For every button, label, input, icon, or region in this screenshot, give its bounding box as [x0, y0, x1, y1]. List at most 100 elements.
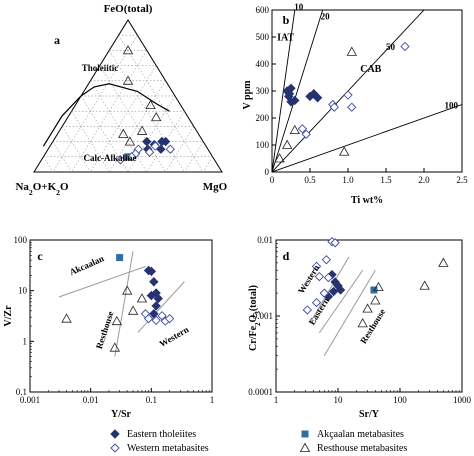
- resthouse-point: [136, 125, 148, 135]
- western-point: [115, 155, 126, 165]
- resthouse-point: [145, 99, 156, 110]
- eastern-point: [286, 83, 296, 94]
- western-point: [347, 102, 357, 112]
- field-label-western: Western: [158, 324, 191, 349]
- western-point: [314, 271, 324, 282]
- resthouse-point: [151, 111, 162, 122]
- eastern-point: [153, 293, 163, 304]
- x-tick-label: 10: [334, 395, 344, 405]
- discrimination-line: [114, 251, 134, 357]
- resthouse-point: [357, 318, 368, 328]
- resthouse-point: [111, 315, 123, 326]
- western-point: [127, 152, 137, 162]
- western-point: [297, 124, 308, 134]
- ternary-grid-line: [118, 35, 204, 173]
- y-tick-label: 0.01: [257, 235, 273, 245]
- ternary-grid-line: [108, 80, 166, 173]
- y-axis-label: V ppm: [242, 80, 253, 110]
- western-point: [302, 305, 312, 315]
- x-tick-label: 0.01: [83, 395, 99, 405]
- ratio-line-label: 10: [294, 2, 304, 12]
- legend-label-eastern: Eastern tholeiites: [127, 429, 196, 440]
- vertex-label-top: FeO(total): [104, 3, 153, 15]
- y-tick-label: 100: [14, 235, 28, 245]
- eastern-point: [312, 93, 323, 103]
- x-axis-label: Y/Sr: [111, 409, 132, 420]
- ti-v-ratio-line-100: [272, 104, 462, 172]
- y-tick-label: 0: [265, 167, 270, 177]
- eastern-point: [149, 309, 159, 319]
- ternary-grid-line: [52, 35, 138, 173]
- y-tick-label: 0.1: [16, 387, 27, 397]
- panel-label-d: d: [283, 249, 290, 263]
- western-point: [400, 41, 410, 52]
- resthouse-point: [109, 342, 120, 352]
- x-tick-label: 1: [210, 395, 215, 405]
- y-tick-label: 200: [256, 113, 270, 123]
- x-tick-label: 1.0: [342, 175, 354, 185]
- legend-marker-western: [110, 443, 120, 453]
- western-point: [164, 314, 175, 324]
- resthouse-point: [136, 293, 148, 303]
- resthouse-point: [118, 128, 129, 138]
- western-point: [321, 255, 332, 265]
- western-point: [343, 90, 353, 100]
- western-point: [311, 261, 322, 271]
- eastern-point: [149, 277, 159, 287]
- x-tick-label: 2.5: [456, 175, 468, 185]
- eastern-point: [335, 285, 346, 295]
- x-tick-label: 0: [270, 175, 275, 185]
- x-tick-label: 0.001: [20, 395, 40, 405]
- ternary-grid-line: [202, 156, 213, 173]
- plot-frame-c: [29, 239, 213, 393]
- resthouse-point: [438, 257, 449, 267]
- western-point: [157, 311, 167, 321]
- legend-label-resthouse: Resthouse metabasites: [317, 443, 407, 454]
- western-point: [144, 147, 155, 157]
- field-label-tholeiitic: Tholeiitic: [82, 63, 119, 73]
- ternary-grid-line: [127, 95, 176, 173]
- field-label-resthouse: Resthouse: [94, 310, 116, 350]
- resthouse-point: [274, 153, 285, 163]
- eastern-point: [142, 136, 152, 147]
- resthouse-point: [282, 139, 293, 149]
- western-point: [329, 102, 339, 112]
- western-point: [319, 288, 329, 298]
- y-tick-label: 0.001: [253, 311, 273, 321]
- legend-marker-eastern: [110, 429, 120, 439]
- western-point: [311, 297, 322, 308]
- eastern-point: [290, 95, 300, 106]
- resthouse-point: [124, 136, 136, 146]
- resthouse-point: [127, 305, 139, 315]
- eastern-point: [146, 266, 157, 277]
- discrimination-line: [309, 256, 350, 324]
- x-axis-label: Sr/Y: [359, 409, 380, 420]
- field-label-resthouse: Resthouse: [358, 307, 387, 345]
- ternary-grid-line: [43, 156, 54, 173]
- vertex-label-left: Na2O+K2O: [15, 181, 69, 197]
- x-tick-label: 0.1: [146, 395, 157, 405]
- western-point: [323, 272, 334, 283]
- legend-marker-resthouse: [299, 442, 311, 452]
- western-point: [151, 315, 161, 325]
- ternary-grid-line: [52, 141, 72, 173]
- y-axis-label: Cr/Fe2O3(total): [248, 285, 262, 351]
- resthouse-point: [61, 313, 72, 323]
- ti-v-ratio-line-20: [272, 10, 324, 172]
- x-tick-label: 1.5: [380, 175, 392, 185]
- legend-marker-akcaalan: [301, 430, 309, 438]
- resthouse-point: [419, 280, 430, 290]
- panel-label-a: a: [54, 33, 60, 47]
- plot-frame-d: [275, 239, 463, 393]
- y-tick-label: 0.0001: [248, 387, 273, 397]
- field-label-calc-alkaline: Calc-Alkaline: [84, 153, 137, 163]
- y-tick-label: 400: [256, 59, 270, 69]
- discrimination-line: [137, 281, 185, 333]
- x-tick-label: 1: [274, 395, 279, 405]
- legend-label-western: Western metabasites: [127, 443, 209, 454]
- y-tick-label: 300: [256, 86, 270, 96]
- resthouse-point: [339, 146, 350, 156]
- y-tick-label: 100: [256, 140, 270, 150]
- resthouse-point: [346, 46, 357, 56]
